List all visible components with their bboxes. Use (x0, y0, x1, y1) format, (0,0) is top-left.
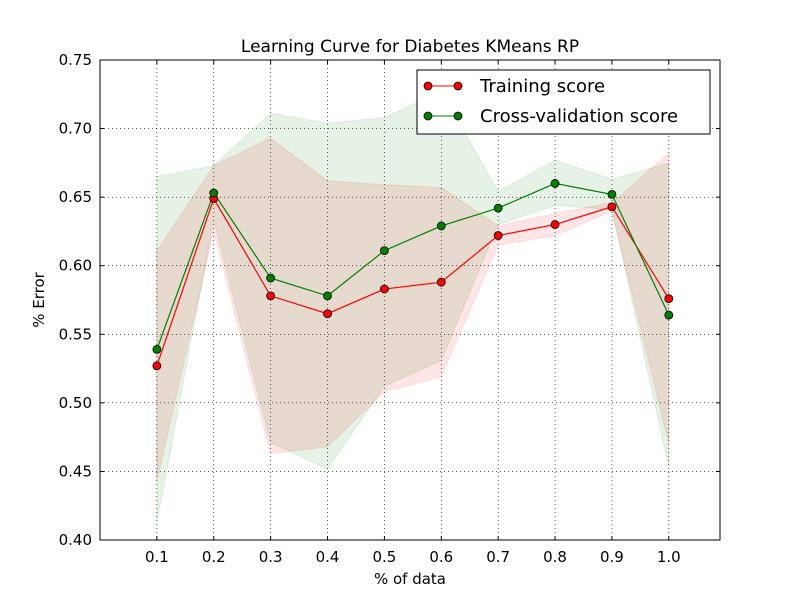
x-tick-label: 1.0 (657, 548, 681, 566)
x-axis-title: % of data (374, 570, 446, 588)
data-point-training (323, 309, 332, 319)
y-tick-label: 0.40 (59, 531, 92, 549)
legend: Training score Cross-validation score (416, 69, 711, 135)
y-axis-tick-labels: 0.40 0.45 0.50 0.55 0.60 0.65 0.70 0.75 (59, 51, 92, 549)
data-point-training (607, 202, 617, 212)
legend-frame (416, 69, 711, 135)
data-point-cross-validation (152, 344, 162, 354)
x-tick-label: 0.3 (259, 548, 283, 566)
legend-marker-cross-validation (453, 111, 463, 121)
data-point-cross-validation (266, 273, 276, 283)
x-tick-label: 0.4 (316, 548, 340, 566)
legend-marker-training (423, 81, 433, 91)
x-tick-label: 0.6 (429, 548, 453, 566)
data-point-cross-validation (664, 310, 674, 320)
data-point-training (152, 361, 162, 371)
data-point-cross-validation (323, 291, 332, 301)
data-point-training (266, 291, 276, 301)
y-tick-label: 0.60 (59, 257, 92, 275)
data-point-training (664, 294, 674, 304)
x-tick-label: 0.5 (372, 548, 396, 566)
data-point-cross-validation (550, 179, 560, 188)
axis-ticks (100, 59, 720, 541)
data-point-cross-validation (493, 203, 503, 213)
data-point-cross-validation (209, 188, 219, 198)
data-point-training (493, 231, 503, 240)
series-lines (156, 182, 670, 367)
data-point-training (550, 220, 560, 229)
confidence-bands (156, 90, 670, 523)
band-cross-validation (156, 90, 670, 523)
legend-marker-training (453, 81, 463, 91)
legend-marker-cross-validation (423, 111, 433, 121)
y-tick-label: 0.45 (59, 462, 92, 480)
x-tick-label: 0.1 (145, 548, 169, 566)
data-point-cross-validation (380, 246, 389, 256)
legend-label-training: Training score (479, 76, 605, 97)
x-tick-label: 0.7 (486, 548, 510, 566)
series-line-cross-validation (156, 182, 670, 350)
data-point-training (380, 284, 389, 294)
data-point-cross-validation (436, 221, 446, 231)
y-axis-title: % Error (30, 271, 48, 327)
x-tick-label: 0.9 (600, 548, 624, 566)
data-point-training (436, 277, 446, 287)
x-axis-tick-labels: 0.1 0.2 0.3 0.4 0.5 0.6 0.7 0.8 0.9 1.0 (145, 548, 681, 566)
y-tick-label: 0.70 (59, 120, 92, 138)
series-line-training (156, 197, 670, 367)
plot-area-frame (99, 59, 721, 541)
series-points (152, 179, 674, 371)
chart-title: Learning Curve for Diabetes KMeans RP (241, 37, 579, 57)
y-tick-label: 0.65 (59, 188, 92, 206)
y-tick-label: 0.75 (59, 51, 92, 69)
y-tick-label: 0.55 (59, 325, 92, 343)
x-tick-label: 0.2 (202, 548, 226, 566)
legend-label-cross-validation: Cross-validation score (480, 106, 678, 127)
y-tick-label: 0.50 (59, 394, 92, 412)
x-tick-label: 0.8 (543, 548, 567, 566)
data-point-cross-validation (607, 189, 617, 199)
